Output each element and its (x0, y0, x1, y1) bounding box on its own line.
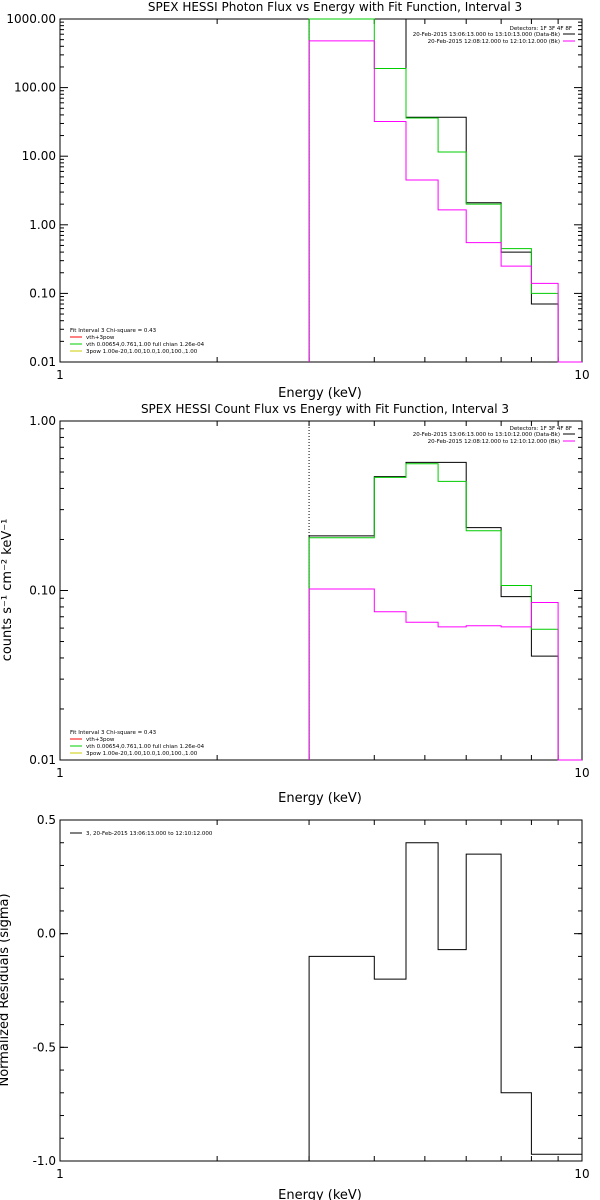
residuals-ytick-label-1: 0.0 (37, 927, 56, 941)
residuals-panel: Energy (keV) Normalized Residuals (sigma… (0, 813, 590, 1200)
count-flux-ytick-label-1: 0.10 (29, 584, 56, 598)
count-flux-series-2 (308, 588, 582, 761)
photon-flux-ytick-label-5: 1000.00 (6, 12, 56, 26)
count-flux-xlabel: Energy (keV) (278, 791, 362, 806)
residuals-ytick-label-2: -0.5 (33, 1040, 56, 1054)
count-flux-panel: SPEX HESSI Count Flux vs Energy with Fit… (0, 402, 590, 806)
count-flux-series-0 (308, 461, 582, 761)
residuals-xtick-label-0: 1 (56, 1167, 64, 1181)
count-flux-time-entry-2: 20-Feb-2015 12:08:12.000 to 12:10:12.000… (428, 439, 560, 445)
count-flux-fit-legend-3: 3pow 1.00e-20,1.00,10.0,1.00,100.,1.00 (86, 751, 198, 757)
photon-flux-xlabel: Energy (keV) (278, 386, 362, 401)
count-flux-xtick-label-1: 10 (574, 766, 589, 780)
photon-flux-series-0 (308, 18, 582, 363)
photon-flux-panel: SPEX HESSI Photon Flux vs Energy with Fi… (6, 0, 589, 401)
count-flux-ylabel: counts s⁻¹ cm⁻² keV⁻¹ (0, 519, 15, 662)
photon-flux-xtick-label-0: 1 (56, 368, 64, 382)
count-flux-title: SPEX HESSI Count Flux vs Energy with Fit… (141, 402, 509, 416)
count-flux-ytick-label-0: 0.01 (29, 753, 56, 767)
photon-flux-ytick-label-0: 0.01 (29, 355, 56, 369)
photon-flux-fit-legend-1: vth+3pow (86, 335, 115, 341)
count-flux-time-entry-1: 20-Feb-2015 13:06:13.000 to 13:10:12.000… (413, 432, 560, 438)
count-flux-series-1 (308, 463, 582, 761)
photon-flux-ytick-label-4: 100.00 (14, 81, 56, 95)
count-flux-ytick-label-2: 1.00 (29, 414, 56, 428)
photon-flux-series-2 (308, 40, 582, 363)
count-flux-fit-legend-1: vth+3pow (86, 737, 115, 743)
photon-flux-ytick-label-3: 10.00 (22, 149, 56, 163)
count-flux-xtick-label-0: 1 (56, 766, 64, 780)
photon-flux-fit-legend-3: 3pow 1.00e-20,1.00,10.0,1.00,100.,1.00 (86, 349, 198, 355)
residuals-plot-frame (59, 819, 583, 1162)
count-flux-fit-legend-2: vth 0.00654,0.761,1.00 full chian 1.26e-… (86, 744, 205, 750)
count-flux-fit-header: Fit Interval 3 Chi-square = 0.43 (70, 730, 157, 736)
residuals-series-0 (308, 842, 582, 1161)
photon-flux-time-entry-1: 20-Feb-2015 13:06:13.000 to 13:10:13.000… (413, 32, 560, 38)
photon-flux-ytick-label-1: 0.10 (29, 286, 56, 300)
photon-flux-fit-legend-2: vth 0.00654,0.761,1.00 full chian 1.26e-… (86, 342, 205, 348)
residuals-xtick-label-1: 10 (574, 1167, 589, 1181)
photon-flux-title: SPEX HESSI Photon Flux vs Energy with Fi… (148, 0, 522, 14)
photon-flux-detectors: Detectors: 1F 3F 4F 8F (510, 26, 572, 32)
count-flux-plot-frame (59, 420, 583, 761)
photon-flux-time-entry-2: 20-Feb-2015 12:08:12.000 to 12:10:12.000… (428, 39, 560, 45)
photon-flux-plot-frame (59, 18, 583, 363)
residuals-ylabel: Normalized Residuals (sigma) (0, 893, 12, 1086)
residuals-xlabel: Energy (keV) (278, 1188, 362, 1200)
photon-flux-ytick-label-2: 1.00 (29, 218, 56, 232)
photon-flux-xtick-label-1: 10 (574, 368, 589, 382)
residuals-legend-entry: 3, 20-Feb-2015 13:06:13.000 to 12:10:12.… (86, 831, 213, 837)
count-flux-detectors: Detectors: 1F 3F 4F 8F (510, 426, 572, 432)
photon-flux-fit-header: Fit Interval 3 Chi-square = 0.43 (70, 328, 157, 334)
residuals-ytick-label-3: -1.0 (33, 1154, 56, 1168)
residuals-ytick-label-0: 0.5 (37, 813, 56, 827)
photon-flux-series-1 (308, 18, 582, 363)
